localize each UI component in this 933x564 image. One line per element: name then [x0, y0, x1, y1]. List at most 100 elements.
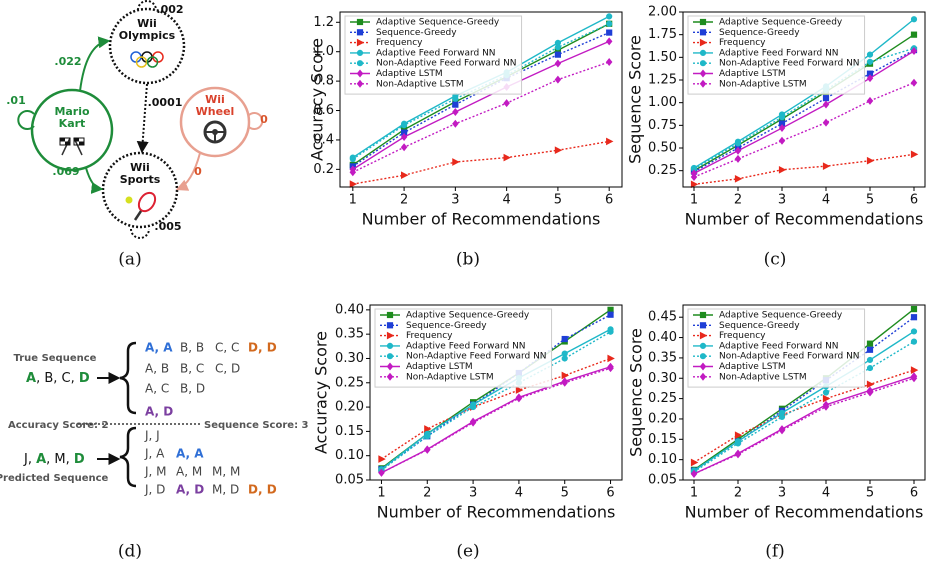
data-point: [822, 389, 830, 396]
legend-marker: [356, 18, 364, 26]
series-line: [693, 377, 915, 475]
edge-label: .022: [54, 55, 81, 68]
legend-marker: [386, 331, 395, 340]
data-point: [822, 402, 830, 411]
data-point: [910, 314, 918, 321]
edge: [17, 110, 35, 130]
series-line: [693, 34, 915, 172]
y-tick-label: 0.35: [648, 350, 677, 365]
series-line: [381, 314, 611, 470]
legend-marker: [699, 353, 707, 360]
data-point: [349, 180, 358, 188]
data-point: [503, 153, 511, 162]
legend-marker: [699, 79, 707, 88]
data-point: [554, 59, 562, 68]
data-point: [690, 173, 698, 182]
legend-box: [344, 15, 523, 95]
y-axis-label: Sequence Score: [626, 35, 645, 164]
data-point: [822, 100, 830, 109]
x-tick-label: 6: [910, 193, 918, 208]
series-line: [693, 49, 915, 173]
y-tick-label: 0.10: [648, 452, 677, 467]
data-point: [561, 378, 568, 387]
series-line: [381, 366, 611, 474]
legend-marker: [699, 18, 707, 26]
x-tick-label: 2: [734, 193, 742, 208]
sequence: A, B, C, D: [26, 371, 90, 386]
legend-label: Frequency: [719, 38, 766, 48]
score: Accuracy Score: 2: [8, 420, 109, 431]
legend-marker: [699, 311, 707, 319]
legend-label: Adaptive LSTM: [376, 69, 443, 79]
y-tick-label: 1.2: [313, 15, 334, 30]
pair: D, D: [248, 341, 277, 355]
data-point: [452, 95, 459, 102]
legend-marker: [699, 362, 707, 371]
pair: B, C: [180, 362, 204, 376]
data-point: [910, 338, 918, 345]
y-tick-label: 0.15: [335, 424, 364, 439]
legend-label: Adaptive Sequence-Greedy: [406, 311, 530, 321]
data-point: [515, 394, 523, 403]
sequence-token: , B, C,: [36, 371, 79, 386]
y-tick-label: 0.20: [335, 400, 364, 415]
data-point: [561, 335, 568, 343]
legend-label: Adaptive Sequence-Greedy: [719, 18, 843, 28]
legend-label: Frequency: [406, 331, 453, 341]
series-line: [381, 331, 611, 471]
pair: J, A: [144, 447, 165, 461]
data-point: [607, 328, 614, 335]
y-tick-label: 0.25: [648, 163, 677, 178]
series-line: [693, 330, 915, 472]
data-point: [734, 450, 742, 459]
series-line: [381, 357, 611, 460]
x-tick-label: 2: [734, 486, 742, 501]
series-line: [381, 328, 611, 470]
data-point: [605, 58, 613, 66]
tennis-racket: [125, 191, 157, 221]
data-point: [424, 433, 431, 440]
pair: C, D: [215, 362, 240, 376]
data-point: [910, 328, 918, 335]
y-tick-label: 0.50: [648, 141, 677, 156]
pair: A, A: [176, 447, 204, 461]
sequence-token: , M,: [46, 452, 74, 467]
sequence-label: True Sequence: [14, 353, 97, 364]
olympic-rings: [130, 51, 164, 68]
data-point: [734, 440, 742, 447]
edge-label: .005: [154, 220, 181, 233]
race-flags: [59, 137, 85, 156]
y-tick-label: 0.05: [648, 473, 677, 488]
data-point: [554, 146, 563, 155]
series-line: [352, 61, 610, 173]
node-label: Kart: [59, 117, 86, 130]
x-tick-label: 4: [822, 193, 830, 208]
legend-marker: [699, 29, 707, 36]
data-point: [349, 155, 356, 163]
series-line: [352, 140, 610, 185]
data-point: [866, 51, 874, 58]
x-tick-label: 1: [690, 486, 698, 501]
data-point: [778, 426, 786, 435]
y-tick-label: 0.25: [335, 375, 364, 390]
series-line: [693, 308, 915, 471]
edge: [248, 112, 264, 130]
node-label: Mario: [54, 105, 90, 118]
legend-marker: [356, 49, 364, 57]
x-tick-label: 5: [866, 193, 874, 208]
legend-label: Frequency: [719, 331, 766, 341]
data-point: [866, 96, 874, 105]
data-point: [866, 380, 875, 389]
pair: A, C: [145, 382, 169, 396]
legend-marker: [699, 38, 708, 47]
y-tick-label: 0.10: [335, 448, 364, 463]
legend-label: Adaptive LSTM: [719, 362, 786, 372]
y-tick-label: 0.15: [648, 432, 677, 447]
data-point: [778, 165, 787, 174]
data-point: [554, 51, 562, 58]
data-point: [778, 124, 786, 133]
data-point: [554, 44, 562, 51]
edge-label: .0001: [148, 96, 183, 109]
sequence-token: A: [36, 452, 46, 467]
legend-label: Non-Adaptive Feed Forward NN: [719, 59, 860, 69]
